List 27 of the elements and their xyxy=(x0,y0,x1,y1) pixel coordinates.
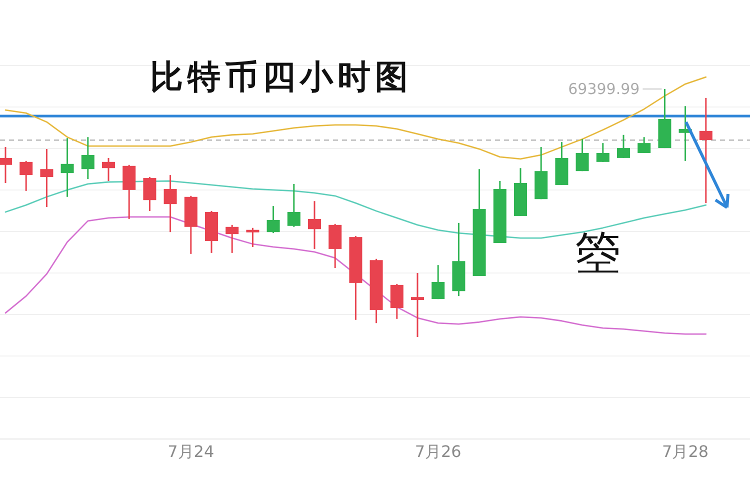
candlestick xyxy=(576,138,589,172)
candlestick xyxy=(287,183,300,228)
candlestick xyxy=(102,157,115,182)
x-tick-label: 7月24 xyxy=(168,442,214,461)
candlestick xyxy=(617,134,630,159)
candlestick xyxy=(308,200,321,250)
annotation: 箜 xyxy=(575,225,621,279)
candlestick xyxy=(432,264,445,300)
candlestick xyxy=(60,137,74,198)
candlestick xyxy=(143,176,156,212)
candlestick xyxy=(20,160,33,192)
candlestick xyxy=(226,224,239,254)
candlestick xyxy=(411,272,424,338)
x-tick-label: 7月28 xyxy=(662,442,709,461)
candlestick xyxy=(699,97,712,204)
chart-title: 比特币四小时图 xyxy=(150,57,412,96)
candlestick xyxy=(246,227,260,248)
candlestick xyxy=(390,283,404,320)
candlestick xyxy=(596,142,610,163)
candlestick xyxy=(638,136,651,154)
candlestick xyxy=(266,205,280,234)
candlestick xyxy=(40,148,54,208)
candlestick xyxy=(0,146,12,184)
x-tick-label: 7月26 xyxy=(414,442,462,461)
annotation: 69399.99 xyxy=(568,80,640,98)
candlestick xyxy=(164,174,177,233)
candlestick xyxy=(81,136,94,180)
